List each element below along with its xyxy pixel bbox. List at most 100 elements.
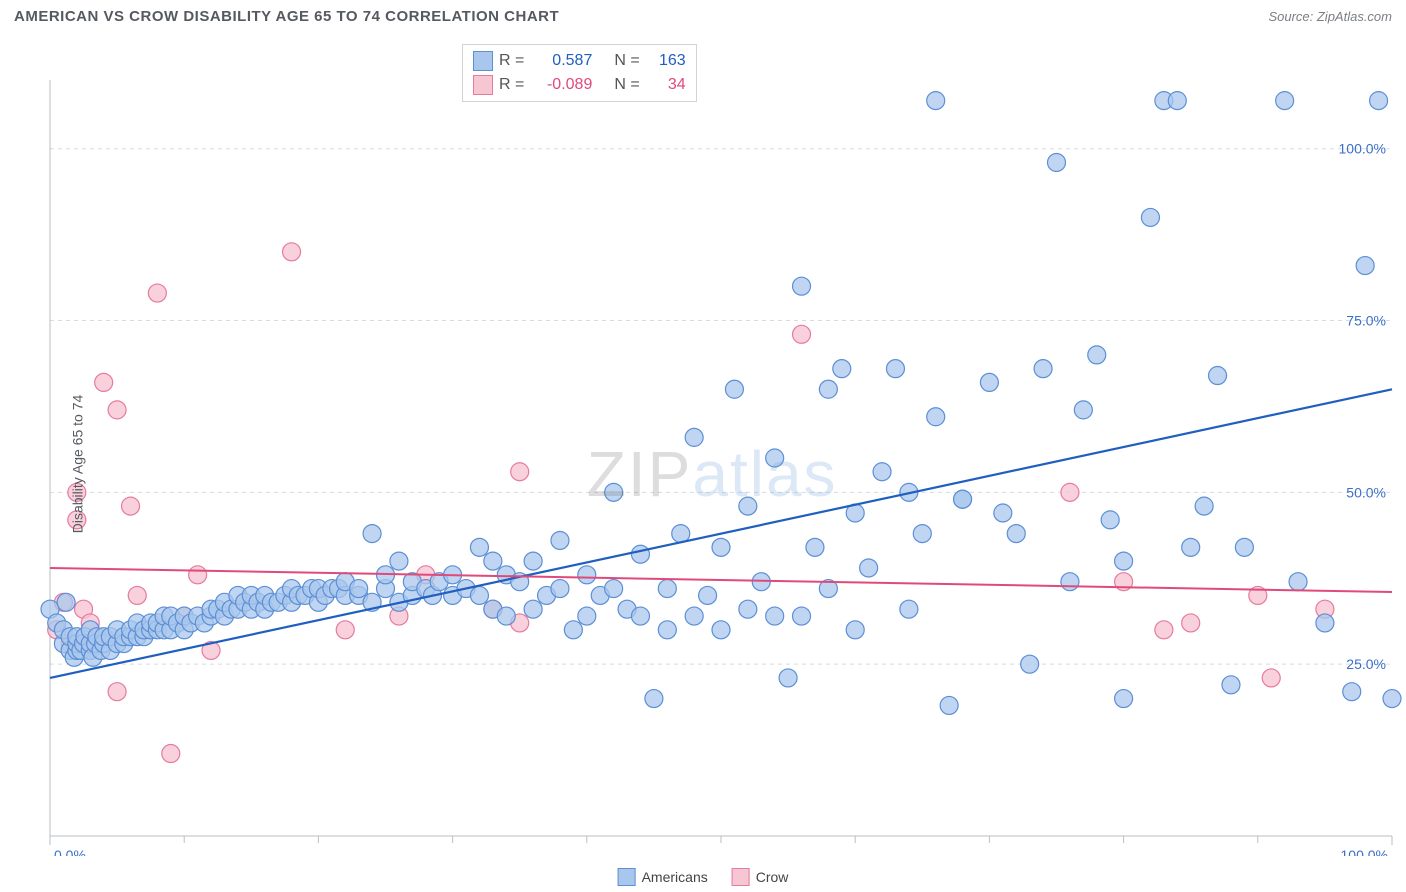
r-value: 0.587 xyxy=(530,49,592,73)
r-label: R = xyxy=(499,49,524,73)
data-point xyxy=(95,373,113,391)
data-point xyxy=(1356,257,1374,275)
data-point xyxy=(1209,367,1227,385)
data-point xyxy=(873,463,891,481)
data-point xyxy=(108,683,126,701)
n-value: 34 xyxy=(646,73,686,97)
data-point xyxy=(1343,683,1361,701)
data-point xyxy=(699,586,717,604)
data-point xyxy=(685,428,703,446)
data-point xyxy=(645,690,663,708)
data-point xyxy=(1007,525,1025,543)
data-point xyxy=(578,566,596,584)
data-point xyxy=(631,545,649,563)
data-point xyxy=(1101,511,1119,529)
data-point xyxy=(336,621,354,639)
correlation-stats-box: R =0.587N =163R =-0.089N =34 xyxy=(462,44,697,102)
data-point xyxy=(1383,690,1401,708)
data-point xyxy=(283,243,301,261)
source-citation: Source: ZipAtlas.com xyxy=(1268,9,1392,24)
data-point xyxy=(470,538,488,556)
data-point xyxy=(564,621,582,639)
data-point xyxy=(739,497,757,515)
data-point xyxy=(1195,497,1213,515)
data-point xyxy=(1115,690,1133,708)
data-point xyxy=(793,325,811,343)
data-point xyxy=(524,552,542,570)
data-point xyxy=(189,566,207,584)
chart-title: AMERICAN VS CROW DISABILITY AGE 65 TO 74… xyxy=(14,8,559,25)
data-point xyxy=(484,552,502,570)
data-point xyxy=(390,552,408,570)
data-point xyxy=(900,600,918,618)
legend-item: Americans xyxy=(618,868,708,886)
data-point xyxy=(511,463,529,481)
legend-swatch xyxy=(732,868,750,886)
svg-text:100.0%: 100.0% xyxy=(1341,847,1388,856)
data-point xyxy=(819,380,837,398)
svg-text:75.0%: 75.0% xyxy=(1346,313,1386,329)
data-point xyxy=(779,669,797,687)
data-point xyxy=(122,497,140,515)
data-point xyxy=(1262,669,1280,687)
data-point xyxy=(1061,483,1079,501)
data-point xyxy=(148,284,166,302)
data-point xyxy=(860,559,878,577)
data-point xyxy=(350,580,368,598)
data-point xyxy=(578,607,596,625)
legend-swatch xyxy=(618,868,636,886)
legend: Americans Crow xyxy=(618,868,789,886)
data-point xyxy=(108,401,126,419)
data-point xyxy=(954,490,972,508)
data-point xyxy=(685,607,703,625)
svg-text:25.0%: 25.0% xyxy=(1346,656,1386,672)
data-point xyxy=(1061,573,1079,591)
data-point xyxy=(994,504,1012,522)
data-point xyxy=(497,607,515,625)
data-point xyxy=(980,373,998,391)
data-point xyxy=(1088,346,1106,364)
n-label: N = xyxy=(614,73,639,97)
data-point xyxy=(806,538,824,556)
data-point xyxy=(793,277,811,295)
n-label: N = xyxy=(614,49,639,73)
data-point xyxy=(631,607,649,625)
data-point xyxy=(927,408,945,426)
data-point xyxy=(1182,614,1200,632)
data-point xyxy=(712,621,730,639)
n-value: 163 xyxy=(646,49,686,73)
data-point xyxy=(57,593,75,611)
data-point xyxy=(1048,153,1066,171)
data-point xyxy=(940,696,958,714)
data-point xyxy=(766,449,784,467)
data-point xyxy=(551,531,569,549)
r-label: R = xyxy=(499,73,524,97)
legend-swatch xyxy=(473,51,493,71)
data-point xyxy=(1289,573,1307,591)
data-point xyxy=(1276,92,1294,110)
legend-label: Crow xyxy=(756,869,789,885)
data-point xyxy=(913,525,931,543)
stats-row: R =0.587 N = 163 xyxy=(473,49,686,73)
data-point xyxy=(766,607,784,625)
data-point xyxy=(1074,401,1092,419)
data-point xyxy=(1034,360,1052,378)
y-axis-label: Disability Age 65 to 74 xyxy=(69,395,85,534)
data-point xyxy=(886,360,904,378)
data-point xyxy=(927,92,945,110)
data-point xyxy=(658,580,676,598)
stats-row: R =-0.089N =34 xyxy=(473,73,686,97)
data-point xyxy=(712,538,730,556)
data-point xyxy=(739,600,757,618)
data-point xyxy=(1021,655,1039,673)
data-point xyxy=(1222,676,1240,694)
data-point xyxy=(1370,92,1388,110)
data-point xyxy=(793,607,811,625)
data-point xyxy=(551,580,569,598)
data-point xyxy=(1182,538,1200,556)
data-point xyxy=(524,600,542,618)
svg-text:0.0%: 0.0% xyxy=(54,847,86,856)
data-point xyxy=(162,745,180,763)
legend-item: Crow xyxy=(732,868,789,886)
data-point xyxy=(363,525,381,543)
